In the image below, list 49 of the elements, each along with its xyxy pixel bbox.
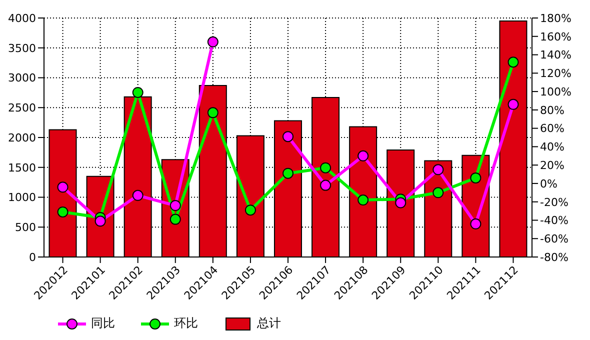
y2-tick-label: -40% <box>540 214 568 228</box>
y2-tick-label: 40% <box>540 140 564 154</box>
y2-tick-label: 140% <box>540 48 572 62</box>
legend-label: 总计 <box>257 315 281 332</box>
y2-tick-label: 120% <box>540 67 572 80</box>
point <box>432 164 444 176</box>
point <box>207 107 218 118</box>
legend-label: 同比 <box>91 315 115 332</box>
y-tick-label: 0 <box>29 250 36 264</box>
y-tick-label: 500 <box>15 221 36 234</box>
point <box>282 168 294 179</box>
point <box>170 200 181 212</box>
y2-tick-label: -20% <box>540 196 568 209</box>
point <box>508 98 519 110</box>
y-tick-label: 1500 <box>8 161 36 174</box>
point <box>358 150 369 162</box>
point <box>432 187 444 198</box>
point <box>508 56 519 68</box>
point <box>170 214 181 225</box>
point <box>94 216 106 227</box>
point <box>244 204 256 216</box>
point <box>358 194 369 206</box>
point <box>207 36 218 48</box>
y2-tick-label: 60% <box>540 122 564 136</box>
y2-tick-label: 0% <box>540 177 558 190</box>
y2-tick-label: 20% <box>540 158 564 172</box>
y-tick-label: 4000 <box>8 12 36 25</box>
point <box>320 162 332 174</box>
point <box>132 190 144 201</box>
point <box>320 180 332 191</box>
point <box>57 182 68 193</box>
point <box>57 206 68 218</box>
y2-tick-label: -60% <box>540 232 568 246</box>
y-tick-label: 3000 <box>8 72 36 85</box>
legend-label: 环比 <box>174 315 198 332</box>
y2-tick-label: -80% <box>540 250 568 264</box>
point <box>395 197 406 208</box>
point <box>132 86 144 98</box>
y-tick-label: 3500 <box>8 42 36 55</box>
point <box>470 172 482 184</box>
y2-tick-label: 180% <box>540 12 572 25</box>
point <box>470 218 482 230</box>
y2-tick-label: 80% <box>540 104 564 117</box>
y-tick-label: 2000 <box>8 131 36 144</box>
y-tick-label: 2500 <box>8 102 36 115</box>
point <box>282 131 294 142</box>
y2-tick-label: 160% <box>540 30 572 44</box>
y2-tick-label: 100% <box>540 85 572 98</box>
y-tick-label: 1000 <box>8 191 36 204</box>
